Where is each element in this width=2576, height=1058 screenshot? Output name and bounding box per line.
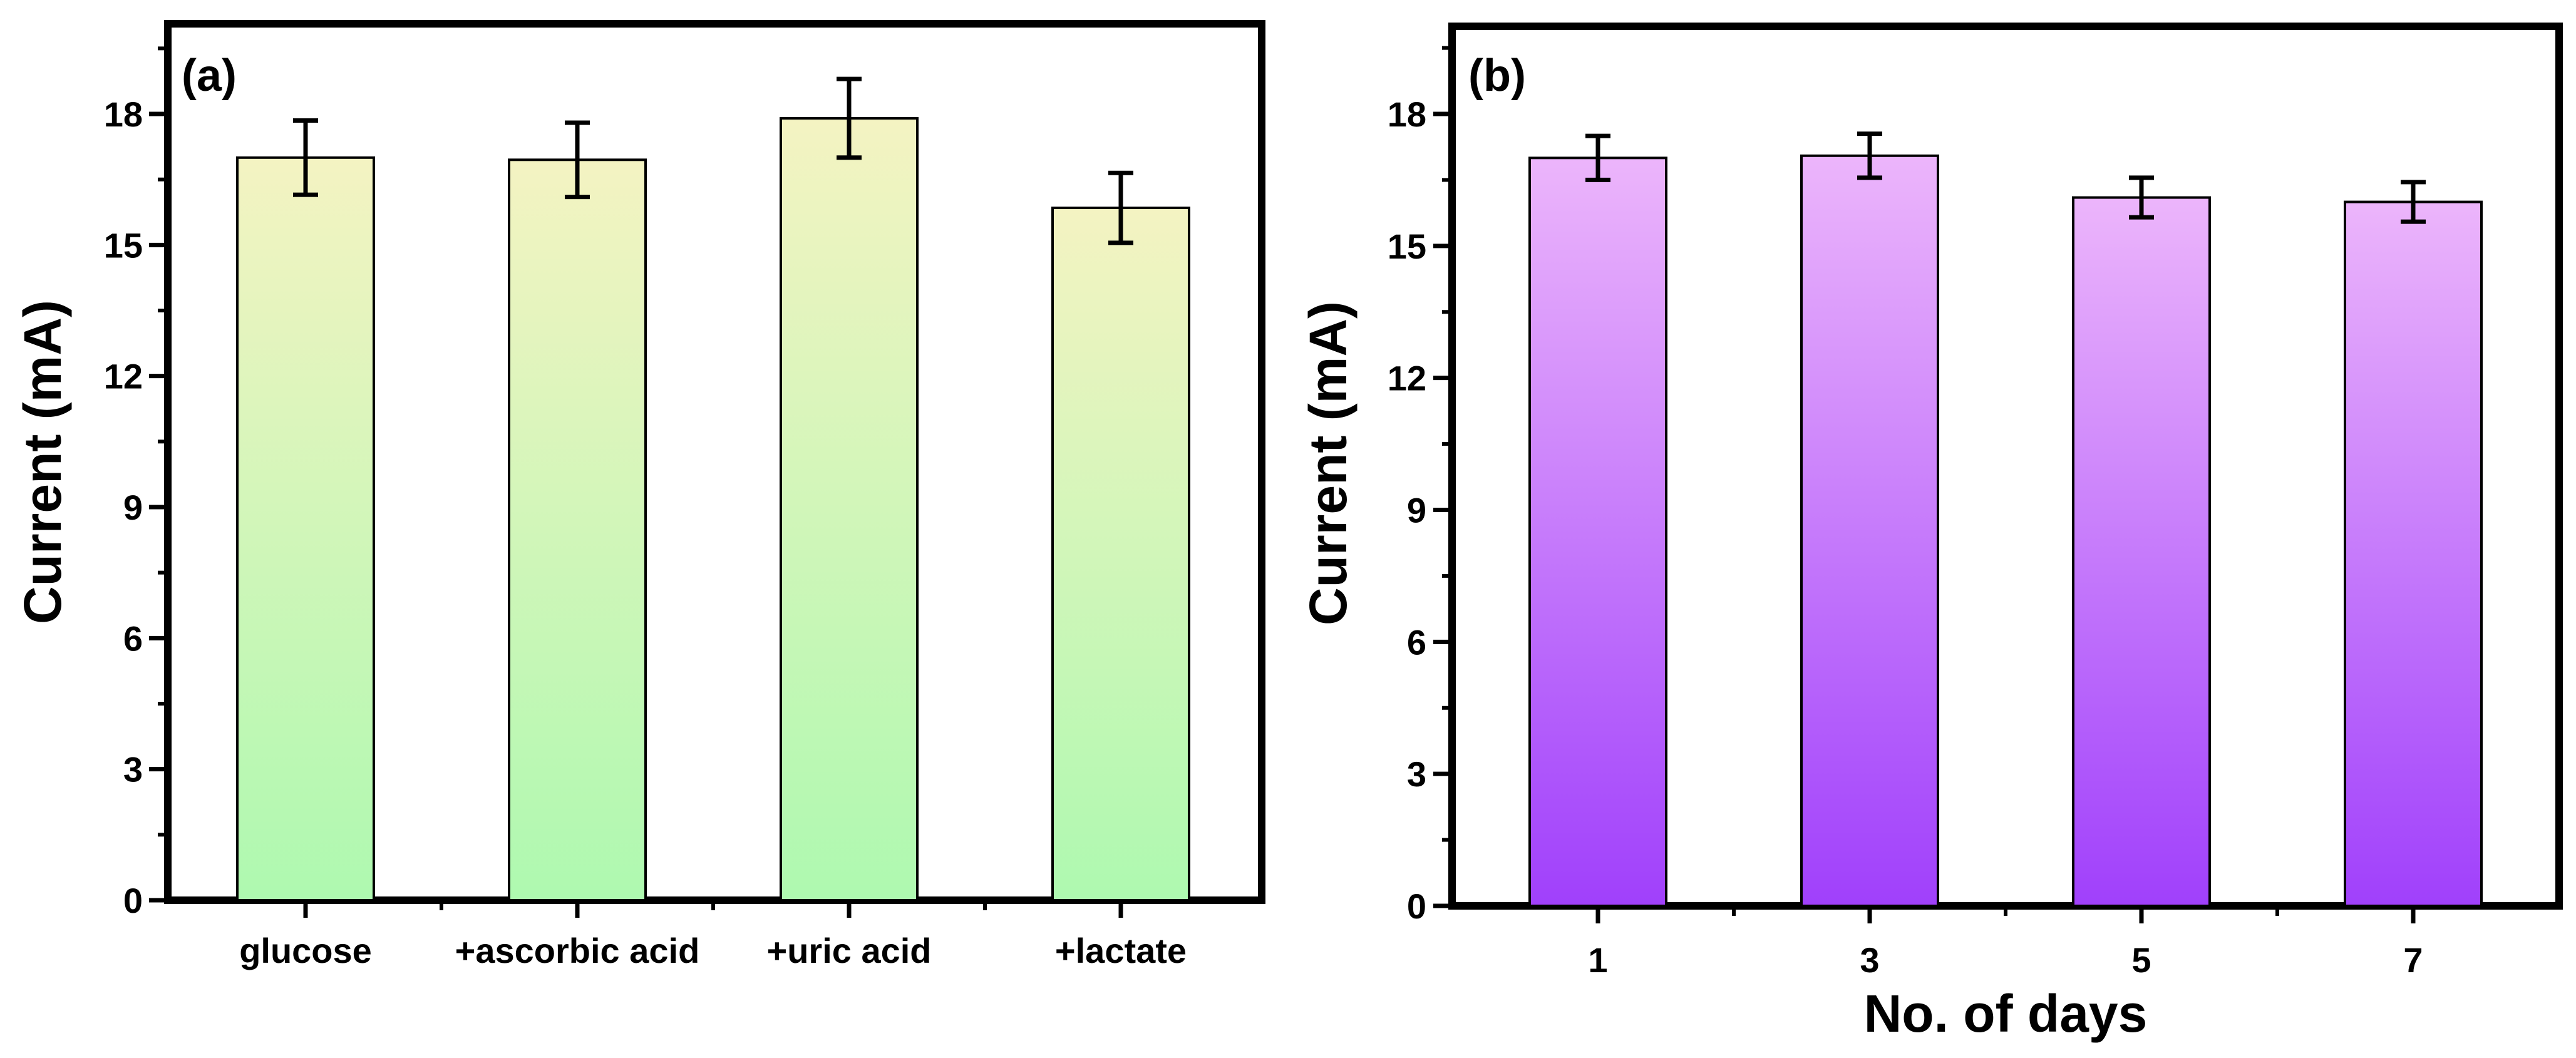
panel-label-b: (b) xyxy=(1468,51,1526,101)
x-category-label: +lactate xyxy=(1055,931,1187,970)
y-tick-label: 9 xyxy=(123,488,143,527)
y-ticks-panel-b: 0 3 6 9 12 15 18 xyxy=(1388,46,1452,926)
bar xyxy=(1528,157,1667,907)
y-axis-title-a: Current (mA) xyxy=(13,300,72,624)
y-tick-label: 12 xyxy=(104,357,143,396)
x-category-label: 1 xyxy=(1588,940,1607,980)
chart-panel-a: glucose +ascorbic acid +uric acid +lactate … xyxy=(13,20,1265,970)
bar xyxy=(780,116,919,901)
x-category-label: 7 xyxy=(2403,940,2423,980)
y-tick-label: 15 xyxy=(1388,227,1426,266)
bar xyxy=(2072,196,2211,907)
y-axis-title-b: Current (mA) xyxy=(1299,301,1358,625)
y-tick-label: 18 xyxy=(1388,95,1426,134)
y-tick-label: 15 xyxy=(104,225,143,265)
y-tick-label: 3 xyxy=(1407,754,1426,794)
chart-panel-b: 1 3 5 7 0 3 6 9 12 15 18 (b) Current (mA) No. of … xyxy=(1299,23,2563,1043)
y-ticks-panel-a: 0 3 6 9 12 15 18 xyxy=(104,46,168,920)
y-tick-label: 0 xyxy=(123,881,143,920)
x-category-label: 5 xyxy=(2131,940,2151,980)
marks-panel-b: 1 3 5 7 xyxy=(1528,131,2483,980)
bar xyxy=(2344,200,2483,907)
y-tick-label: 6 xyxy=(123,619,143,658)
bar xyxy=(1051,207,1190,901)
marks-panel-a: glucose +ascorbic acid +uric acid +lactate xyxy=(236,76,1190,970)
x-category-label: glucose xyxy=(239,931,372,970)
y-tick-label: 18 xyxy=(104,95,143,134)
y-tick-label: 3 xyxy=(123,750,143,789)
x-category-label: +uric acid xyxy=(766,931,931,970)
bar xyxy=(508,158,647,901)
y-tick-label: 12 xyxy=(1388,359,1426,398)
x-category-label: 3 xyxy=(1860,940,1879,980)
panel-label-a: (a) xyxy=(182,51,237,101)
y-tick-label: 0 xyxy=(1407,886,1426,926)
bar xyxy=(1800,154,1939,907)
y-tick-label: 9 xyxy=(1407,491,1426,530)
y-tick-label: 6 xyxy=(1407,622,1426,662)
bar xyxy=(236,156,375,901)
x-axis-title-b: No. of days xyxy=(1864,984,2148,1043)
x-category-label: +ascorbic acid xyxy=(455,931,700,970)
